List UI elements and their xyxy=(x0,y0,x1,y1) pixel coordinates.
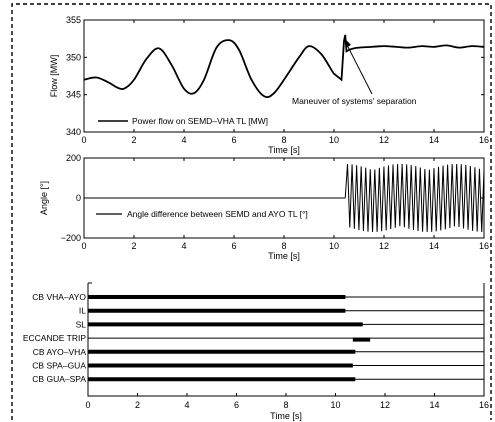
dashed-frame xyxy=(11,3,492,420)
legend-entry: Angle difference between SEMD and AYO TL… xyxy=(127,209,308,219)
row-label: CB VHA–AYO xyxy=(32,292,86,302)
x-tick-label: 2 xyxy=(135,400,140,410)
power-flow-line xyxy=(83,34,485,99)
y-axis-label: Angle [°] xyxy=(39,181,49,215)
y-tick-label: 355 xyxy=(66,15,81,25)
separation-annotation: Maneuver of systems' separation xyxy=(292,96,417,106)
x-axis-label: Time [s] xyxy=(268,145,300,155)
x-tick-label: 14 xyxy=(429,241,439,251)
x-axis-label: Time [s] xyxy=(270,411,302,421)
timeline-row: CB GUA–SPA xyxy=(32,374,484,384)
annotation-arrow xyxy=(345,42,373,95)
legend-entry: Power flow on SEMD–VHA TL [MW] xyxy=(132,116,268,126)
y-axis-label: Flow [MW] xyxy=(49,55,59,98)
x-tick-label: 14 xyxy=(429,135,439,145)
x-tick-label: 8 xyxy=(281,135,286,145)
row-label: CB AYO–VHA xyxy=(33,347,87,357)
breaker-timeline-panel: CB VHA–AYO IL SL ECCANDE TRIP CB AYO–VHA CB S… xyxy=(23,282,489,421)
x-tick-label: 6 xyxy=(231,241,236,251)
x-tick-label: 6 xyxy=(234,400,239,410)
timeline-rows: CB VHA–AYO IL SL ECCANDE TRIP CB AYO–VHA CB S… xyxy=(23,292,484,384)
timeline-row: CB SPA–GUA xyxy=(32,361,484,371)
x-tick-label: 16 xyxy=(479,241,489,251)
y-tick-label: −200 xyxy=(61,233,81,243)
x-ticks: 0 2 4 6 8 10 12 14 16 xyxy=(85,393,489,410)
x-tick-label: 4 xyxy=(181,241,186,251)
x-tick-label: 2 xyxy=(131,241,136,251)
x-tick-label: 8 xyxy=(281,241,286,251)
y-tick-label: 200 xyxy=(66,153,81,163)
y-tick-label: 0 xyxy=(76,193,81,203)
y-tick-label: 340 xyxy=(66,127,81,137)
x-tick-label: 4 xyxy=(181,135,186,145)
x-ticks: 0 2 4 6 8 10 12 14 16 xyxy=(81,20,489,145)
power-flow-panel: 340 345 350 355 0 2 4 6 8 10 12 14 16 Flow [MW] Tim… xyxy=(49,15,489,155)
y-tick-label: 350 xyxy=(66,52,81,62)
x-tick-label: 4 xyxy=(184,400,189,410)
angle-oscillation xyxy=(344,163,485,233)
x-tick-label: 12 xyxy=(380,400,390,410)
x-tick-label: 14 xyxy=(429,400,439,410)
annotation-arrowhead xyxy=(345,38,351,48)
x-tick-label: 12 xyxy=(379,241,389,251)
timeline-row: CB VHA–AYO xyxy=(32,292,484,302)
x-tick-label: 2 xyxy=(131,135,136,145)
x-tick-label: 8 xyxy=(283,400,288,410)
x-tick-label: 10 xyxy=(329,241,339,251)
x-tick-label: 0 xyxy=(85,400,90,410)
row-label: SL xyxy=(76,319,87,329)
timeline-row: CB AYO–VHA xyxy=(33,347,484,357)
timeline-row: ECCANDE TRIP xyxy=(23,333,484,343)
x-tick-label: 10 xyxy=(329,135,339,145)
x-tick-label: 12 xyxy=(379,135,389,145)
row-label: IL xyxy=(79,306,86,316)
x-tick-label: 10 xyxy=(330,400,340,410)
row-label: CB GUA–SPA xyxy=(32,374,86,384)
x-tick-label: 16 xyxy=(479,400,489,410)
x-tick-label: 0 xyxy=(81,241,86,251)
x-tick-label: 6 xyxy=(231,135,236,145)
x-tick-label: 16 xyxy=(479,135,489,145)
timeline-row: IL xyxy=(79,306,484,316)
x-axis-label: Time [s] xyxy=(268,251,300,261)
timeline-row: SL xyxy=(76,319,484,329)
row-label: CB SPA–GUA xyxy=(32,361,86,371)
row-label: ECCANDE TRIP xyxy=(23,333,86,343)
x-ticks: 0 2 4 6 8 10 12 14 16 xyxy=(81,158,489,251)
y-tick-label: 345 xyxy=(66,90,81,100)
y-ticks: 340 345 350 355 xyxy=(66,15,484,137)
x-tick-label: 0 xyxy=(81,135,86,145)
